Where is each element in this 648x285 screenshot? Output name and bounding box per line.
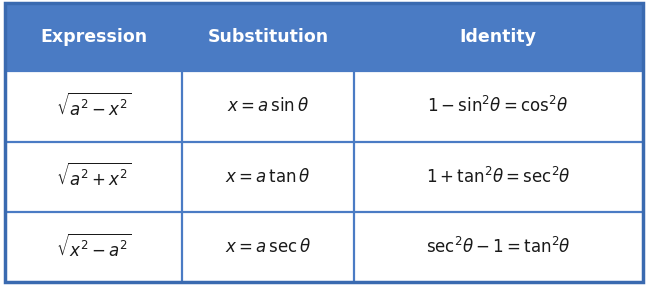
Text: $\sqrt{a^2 + x^2}$: $\sqrt{a^2 + x^2}$ [56,163,132,190]
Text: $1 - \sin^2\!\theta = \cos^2\!\theta$: $1 - \sin^2\!\theta = \cos^2\!\theta$ [428,96,569,117]
Bar [182,3,354,71]
Text: $1 + \tan^2\!\theta = \sec^2\!\theta$: $1 + \tan^2\!\theta = \sec^2\!\theta$ [426,167,571,187]
Text: $x = a\,\tan\theta$: $x = a\,\tan\theta$ [226,168,310,186]
Bar [354,142,643,212]
Text: $x = a\,\sec\theta$: $x = a\,\sec\theta$ [225,238,311,256]
Text: Substitution: Substitution [207,28,329,46]
Bar [5,142,182,212]
Text: Identity: Identity [459,28,537,46]
Text: $\sec^2\!\theta - 1 = \tan^2\!\theta$: $\sec^2\!\theta - 1 = \tan^2\!\theta$ [426,237,571,257]
Text: Expression: Expression [40,28,147,46]
Bar [182,212,354,282]
Bar [182,71,354,142]
Bar [354,3,643,71]
Bar [182,142,354,212]
Bar [5,71,182,142]
Bar [5,212,182,282]
Text: $x = a\,\sin\theta$: $x = a\,\sin\theta$ [227,97,309,115]
Text: $\sqrt{x^2 - a^2}$: $\sqrt{x^2 - a^2}$ [56,233,132,261]
Bar [354,71,643,142]
Text: $\sqrt{a^2 - x^2}$: $\sqrt{a^2 - x^2}$ [56,93,132,120]
Bar [5,3,182,71]
Bar [354,212,643,282]
